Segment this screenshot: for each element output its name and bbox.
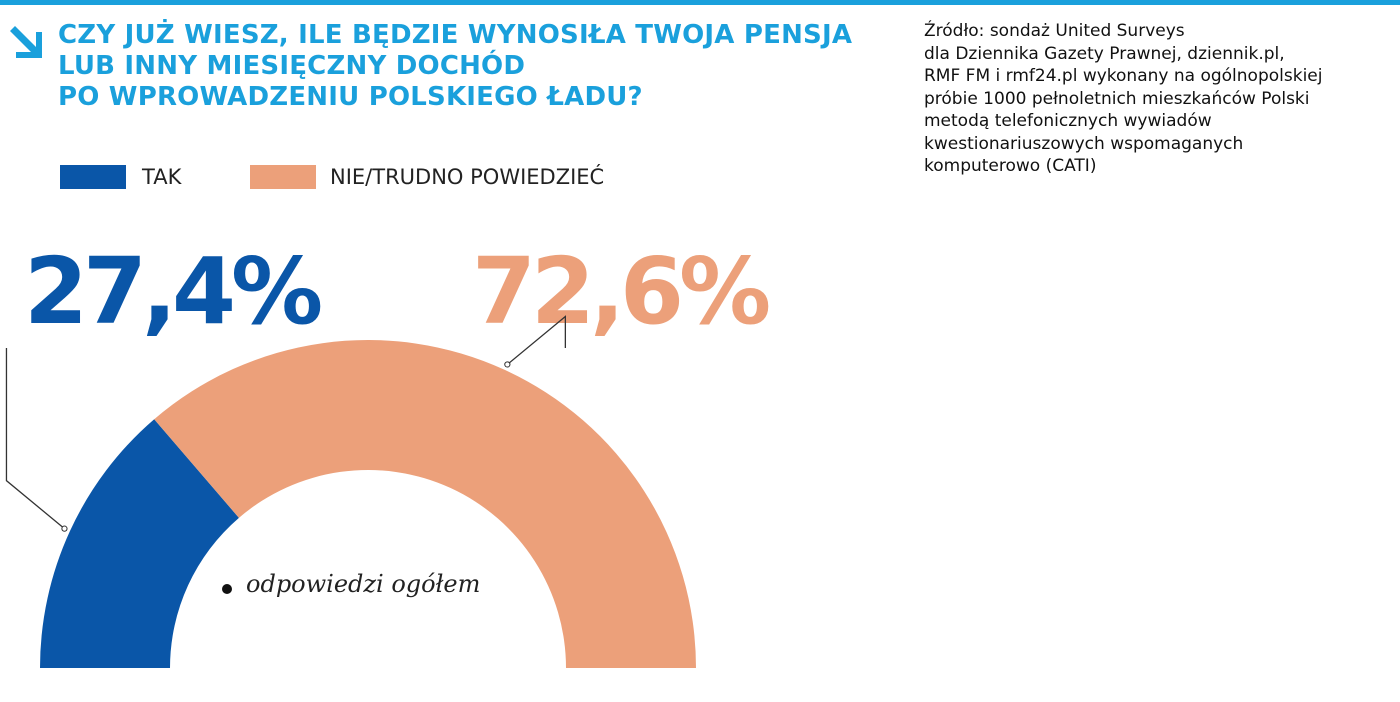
title-line-3: PO WPROWADZENIU POLSKIEGO ŁADU? <box>58 82 643 112</box>
source-line-1: Źródło: sondaż United Surveys <box>924 21 1185 41</box>
title-line-2: LUB INNY MIESIĘCZNY DOCHÓD <box>58 51 526 81</box>
source-line-2: dla Dziennika Gazety Prawnej, dziennik.p… <box>924 43 1285 64</box>
source-line-3: RMF FM i rmf24.pl wykonany na ogólnopols… <box>924 66 1323 86</box>
source-line-4: próbie 1000 pełnoletnich mieszkańców Pol… <box>924 88 1310 109</box>
arrow-down-right-icon <box>10 26 42 58</box>
value-label-tak: 27,4% <box>24 238 323 345</box>
legend-label-tak: TAK <box>142 165 182 189</box>
value-label-nie: 72,6% <box>472 238 771 345</box>
donut-segment-tak <box>40 419 239 668</box>
legend-swatch-tak <box>60 165 126 189</box>
donut-segment-nie <box>154 339 696 668</box>
chart-title: CZY JUŻ WIESZ, ILE BĘDZIE WYNOSIŁA TWOJA… <box>58 20 878 113</box>
leader-line-tak <box>5 348 65 530</box>
source-line-7: komputerowo (CATI) <box>924 156 1097 176</box>
leader-dot-tak <box>61 525 68 532</box>
leader-line-nie <box>506 315 567 365</box>
top-accent-rule <box>0 0 1400 5</box>
source-note: Źródło: sondaż United Surveys dla Dzienn… <box>924 20 1394 178</box>
title-line-1: CZY JUŻ WIESZ, ILE BĘDZIE WYNOSIŁA TWOJA… <box>58 20 853 50</box>
source-line-6: kwestionariuszowych wspomaganych <box>924 133 1244 154</box>
center-note: odpowiedzi ogółem <box>246 570 481 598</box>
note-bullet <box>222 584 232 594</box>
leader-dot-nie <box>504 361 511 368</box>
source-line-5: metodą telefonicznych wywiadów <box>924 111 1212 131</box>
legend-swatch-nie <box>250 165 316 189</box>
legend-label-nie: NIE/TRUDNO POWIEDZIEĆ <box>330 165 605 189</box>
